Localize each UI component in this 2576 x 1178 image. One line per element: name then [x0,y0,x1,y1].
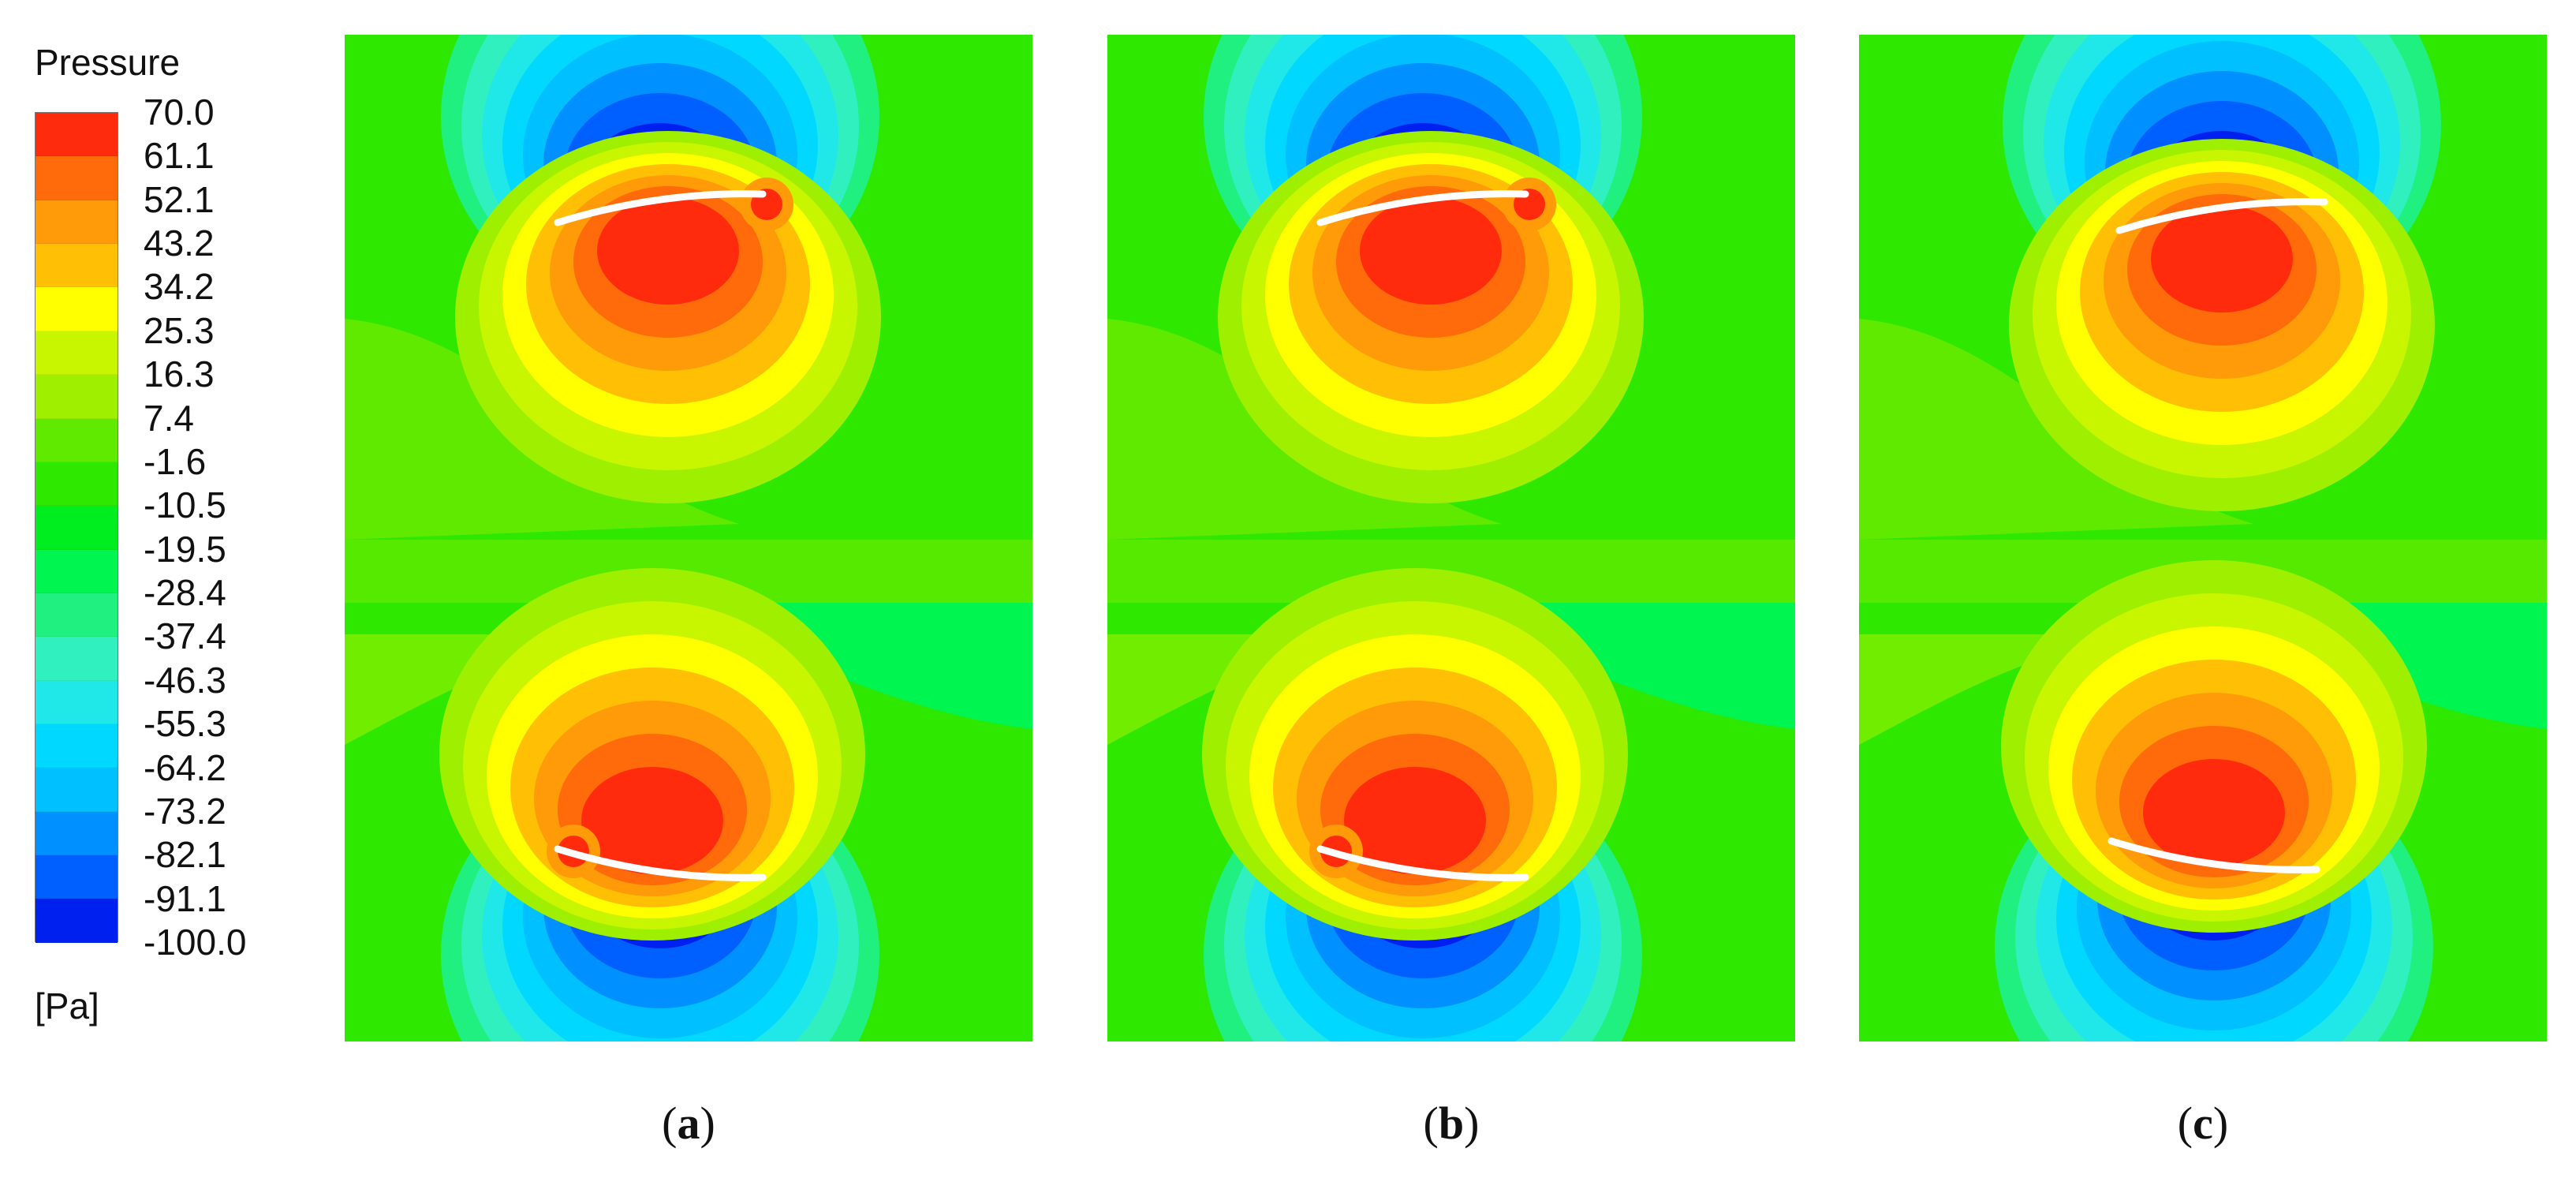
caption-c: (c) [2177,1098,2229,1149]
legend-color-segment [35,549,118,593]
legend-color-segment [35,768,118,812]
legend-tick-label: -73.2 [144,790,226,832]
pressure-color-bar [35,112,118,943]
pressure-contour [1344,767,1486,874]
legend-tick-label: -91.1 [144,877,226,919]
lower-upstream-zone [1107,634,1439,745]
upper-right-zone [2214,35,2547,335]
legend-color-segment [35,593,118,638]
legend-color-segment [35,244,118,288]
legend-color-segment [35,680,118,725]
legend-color-segment [35,811,118,856]
legend-title: Pressure [35,42,181,83]
legend-tick-label: -19.5 [144,528,226,570]
legend-tick-label: 43.2 [144,223,215,264]
pressure-contour [581,767,723,874]
legend-color-segment [35,156,118,200]
lower-upstream-zone [1859,634,2190,745]
pressure-contour [597,197,739,305]
legend-color-segment [35,331,118,376]
legend-color-segment [35,287,118,331]
legend-color-segment [35,113,118,157]
legend-tick-label: 7.4 [144,397,194,439]
blade-top [2003,35,2441,511]
pressure-contour [1360,197,1502,305]
legend-color-segment [35,200,118,245]
blade-profile [1316,190,1529,226]
blade-profile [554,845,767,881]
legend-tick-label: 52.1 [144,178,215,220]
legend-color-segment [35,637,118,681]
legend-tick-label: -37.4 [144,615,226,657]
blade-profile [1316,845,1529,881]
legend-tick-label: 70.0 [144,92,215,133]
blade-profile [2107,837,2320,873]
blade-top [1204,35,1644,503]
lower-upstream-zone [345,634,676,745]
blade-bottom [1995,560,2433,1042]
legend-color-segment [35,506,118,550]
legend-tick-label: -46.3 [144,659,226,701]
legend-color-segment [35,899,118,943]
legend-color-segment [35,724,118,769]
legend-tick-label: -64.2 [144,746,226,788]
legend-tick-label: -100.0 [144,922,247,963]
blade-profile [554,190,767,226]
legend-color-segment [35,855,118,899]
blade-bottom [1202,568,1642,1042]
legend-unit: [Pa] [35,985,99,1027]
blade-profile [2115,198,2328,234]
pressure-contour [2151,205,2293,312]
upper-right-zone [700,35,1032,335]
blade-bottom [439,568,879,1042]
legend-tick-label: 25.3 [144,309,215,351]
pressure-contour-a [345,35,1032,1042]
legend-tick-label: -10.5 [144,484,226,526]
blade-top [441,35,881,503]
legend-tick-label: -82.1 [144,834,226,876]
legend-tick-label: -28.4 [144,572,226,614]
pressure-contour-c [1859,35,2547,1042]
caption-a: (a) [662,1098,715,1149]
pressure-contour-b [1107,35,1795,1042]
legend-color-segment [35,462,118,507]
legend-tick-label: -55.3 [144,703,226,745]
legend-tick-label: -1.6 [144,440,207,482]
pressure-contour [2143,759,2285,866]
contour-panel-c [1859,35,2547,1042]
legend-tick-label: 34.2 [144,266,215,308]
legend-tick-label: 16.3 [144,353,215,395]
caption-b: (b) [1423,1098,1480,1149]
contour-panel-a [345,35,1032,1042]
legend-color-segment [35,375,118,419]
legend-tick-label: 61.1 [144,135,215,177]
legend-color-segment [35,418,118,462]
upper-right-zone [1462,35,1795,335]
pressure-tick-labels: 70.0 61.1 52.1 43.2 34.2 25.3 16.3 7.4 -1.6 -10.5… [144,94,325,960]
contour-panel-b [1107,35,1795,1042]
